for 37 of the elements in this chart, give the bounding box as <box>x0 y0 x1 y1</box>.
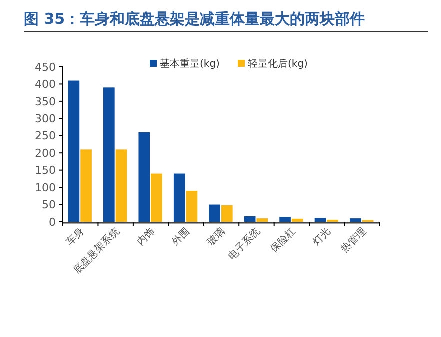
bar <box>280 217 291 222</box>
bar <box>116 150 128 222</box>
legend-label: 基本重量(kg) <box>160 58 220 70</box>
x-tick-label: 外围 <box>170 226 192 248</box>
x-tick-label: 灯光 <box>310 226 334 248</box>
bar <box>151 174 162 222</box>
bar <box>80 150 92 222</box>
y-tick-label: 150 <box>35 164 56 178</box>
y-tick-label: 0 <box>49 216 56 229</box>
y-tick-label: 250 <box>35 130 56 143</box>
x-tick-label: 电子系统 <box>226 226 263 262</box>
y-tick-label: 400 <box>35 78 56 92</box>
bar <box>209 204 220 222</box>
legend-label: 轻量化后(kg) <box>248 58 308 70</box>
x-tick-label: 保险杠 <box>268 226 298 256</box>
bar <box>292 218 304 222</box>
x-tick-label: 车身 <box>64 226 87 248</box>
x-tick-label: 内饰 <box>134 226 158 248</box>
chart-title: 图 35：车身和底盘悬架是减重体量最大的两块部件 <box>24 10 366 28</box>
x-tick-label: 热管理 <box>340 226 369 256</box>
bar <box>350 218 362 222</box>
bar <box>104 88 115 222</box>
bar <box>174 174 186 222</box>
bar <box>244 216 256 222</box>
bar <box>138 132 150 222</box>
bar <box>68 80 80 222</box>
x-tick-label: 玻璃 <box>204 226 228 248</box>
bar <box>186 191 198 222</box>
y-tick-label: 200 <box>35 146 56 160</box>
y-tick-label: 450 <box>35 60 56 74</box>
bar <box>222 205 233 222</box>
y-tick-label: 300 <box>35 112 56 126</box>
bar <box>256 218 268 222</box>
y-tick-label: 100 <box>35 181 56 194</box>
y-tick-label: 50 <box>42 198 56 212</box>
bar <box>314 218 326 222</box>
y-tick-label: 350 <box>35 95 56 108</box>
